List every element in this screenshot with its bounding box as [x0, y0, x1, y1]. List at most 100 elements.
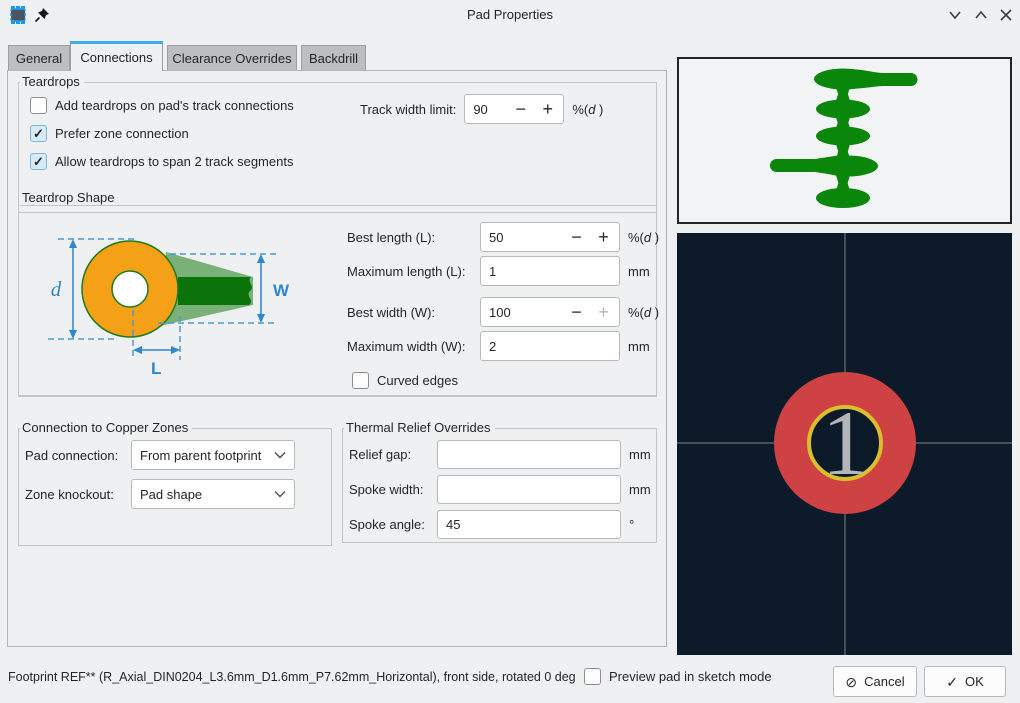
copper-zones-group: Connection to Copper Zones — [18, 420, 332, 546]
best-width-row: Best width (W): − + %(d ) — [347, 297, 659, 327]
relief-gap-row: Relief gap: mm — [349, 440, 651, 469]
spoke-angle-value[interactable] — [446, 517, 612, 532]
cancel-button[interactable]: ⊘ Cancel — [833, 666, 917, 697]
spin-plus-button-disabled[interactable]: + — [590, 303, 617, 321]
maximize-chevron-up-icon[interactable] — [972, 7, 990, 23]
tab-general[interactable]: General — [8, 45, 70, 71]
percent-d-suffix: %(d ) — [572, 102, 603, 117]
diagram-w-label: W — [273, 281, 290, 300]
suffix-d: d — [588, 101, 596, 117]
prefer-zone-row: ✓ Prefer zone connection — [30, 125, 189, 142]
suffix-close: ) — [595, 101, 604, 117]
prefer-zone-checkbox[interactable]: ✓ — [30, 125, 47, 142]
ok-button[interactable]: ✓ OK — [924, 666, 1006, 697]
pad-preview-drawing: 1 — [677, 233, 1012, 655]
zone-knockout-dropdown[interactable]: Pad shape — [131, 479, 295, 509]
max-length-row: Maximum length (L): mm — [347, 256, 650, 286]
relief-gap-value[interactable] — [446, 447, 612, 462]
spoke-width-label: Spoke width: — [349, 482, 424, 497]
spin-minus-button[interactable]: − — [563, 303, 590, 321]
sketch-mode-row: Preview pad in sketch mode — [584, 668, 772, 685]
thermal-relief-group: Thermal Relief Overrides — [342, 420, 657, 543]
add-teardrops-label: Add teardrops on pad's track connections — [55, 98, 294, 113]
tab-connections[interactable]: Connections — [70, 41, 163, 71]
spoke-angle-unit: ° — [629, 517, 635, 532]
pad-preview-panel: 1 — [677, 233, 1012, 655]
spoke-width-value[interactable] — [446, 482, 612, 497]
shade-chevron-down-icon[interactable] — [946, 7, 964, 23]
max-width-value[interactable] — [489, 338, 611, 354]
max-length-value[interactable] — [489, 263, 611, 279]
diagram-d-label: d — [51, 277, 62, 301]
sketch-mode-checkbox[interactable] — [584, 668, 601, 685]
best-length-label: Best length (L): — [347, 229, 436, 245]
track-width-limit-input[interactable]: − + — [464, 94, 565, 124]
pad-connection-dropdown[interactable]: From parent footprint — [131, 440, 295, 470]
sketch-mode-label: Preview pad in sketch mode — [609, 669, 772, 684]
best-width-input[interactable]: − + — [480, 297, 620, 327]
relief-gap-unit: mm — [629, 447, 651, 462]
prefer-zone-label: Prefer zone connection — [55, 126, 189, 141]
max-width-label: Maximum width (W): — [347, 338, 466, 354]
add-teardrops-row: Add teardrops on pad's track connections — [30, 97, 294, 114]
spoke-width-input[interactable] — [437, 475, 621, 504]
span-segments-label: Allow teardrops to span 2 track segments — [55, 154, 294, 169]
spoke-angle-row: Spoke angle: ° — [349, 510, 634, 539]
app-footprint-icon — [10, 6, 26, 24]
spoke-width-unit: mm — [629, 482, 651, 497]
thermal-relief-group-title: Thermal Relief Overrides — [344, 420, 495, 435]
diagram-l-label: L — [151, 359, 161, 378]
tab-backdrill[interactable]: Backdrill — [301, 45, 366, 71]
pad-connection-value: From parent footprint — [140, 447, 262, 463]
track-width-limit-label: Track width limit: — [360, 101, 457, 117]
percent-d-suffix: %(d ) — [628, 230, 659, 245]
teardrop-dimension-diagram: d W L — [48, 238, 290, 378]
max-width-row: Maximum width (W): mm — [347, 331, 650, 361]
track-width-limit-value[interactable] — [473, 101, 508, 117]
pin-icon[interactable] — [34, 7, 50, 23]
curved-edges-checkbox[interactable] — [352, 372, 369, 389]
max-width-input[interactable] — [480, 331, 620, 361]
spin-plus-button[interactable]: + — [534, 100, 561, 118]
max-length-input[interactable] — [480, 256, 620, 286]
best-length-value[interactable] — [489, 229, 563, 245]
curved-edges-row: Curved edges — [352, 372, 458, 389]
spoke-width-row: Spoke width: mm — [349, 475, 651, 504]
pad-number-label: 1 — [822, 392, 868, 494]
check-icon: ✓ — [33, 126, 44, 141]
best-width-value[interactable] — [489, 304, 563, 320]
spoke-angle-input[interactable] — [437, 510, 621, 539]
footprint-status-text: Footprint REF** (R_Axial_DIN0204_L3.6mm_… — [8, 670, 576, 684]
chevron-down-icon — [274, 452, 286, 459]
tab-label: Connections — [80, 50, 153, 65]
suffix-close: ) — [651, 304, 660, 320]
span-segments-row: ✓ Allow teardrops to span 2 track segmen… — [30, 153, 293, 170]
suffix-open: %( — [572, 101, 589, 117]
add-teardrops-checkbox[interactable] — [30, 97, 47, 114]
curved-edges-label: Curved edges — [377, 373, 458, 388]
zone-knockout-value: Pad shape — [140, 486, 203, 502]
best-length-input[interactable]: − + — [480, 222, 620, 252]
spin-plus-button[interactable]: + — [590, 228, 617, 246]
best-length-row: Best length (L): − + %(d ) — [347, 222, 659, 252]
close-icon[interactable] — [997, 7, 1015, 23]
teardrop-preview-drawing — [770, 68, 918, 208]
best-width-label: Best width (W): — [347, 304, 436, 320]
relief-gap-input[interactable] — [437, 440, 621, 469]
window-title: Pad Properties — [467, 7, 553, 22]
cancel-icon: ⊘ — [845, 673, 858, 690]
suffix-open: %( — [628, 229, 644, 245]
spin-minus-button[interactable]: − — [563, 228, 590, 246]
teardrop-preview-panel — [677, 57, 1012, 224]
teardrops-group-title: Teardrops — [20, 74, 84, 89]
suffix-d: d — [643, 304, 652, 320]
tab-label: Clearance Overrides — [172, 50, 292, 66]
suffix-close: ) — [651, 229, 660, 245]
spin-minus-button[interactable]: − — [507, 100, 534, 118]
tab-clearance-overrides[interactable]: Clearance Overrides — [167, 45, 297, 71]
teardrop-shape-divider — [20, 205, 656, 206]
percent-d-suffix: %(d ) — [628, 305, 659, 320]
span-segments-checkbox[interactable]: ✓ — [30, 153, 47, 170]
zone-knockout-row: Zone knockout: Pad shape — [25, 479, 295, 509]
